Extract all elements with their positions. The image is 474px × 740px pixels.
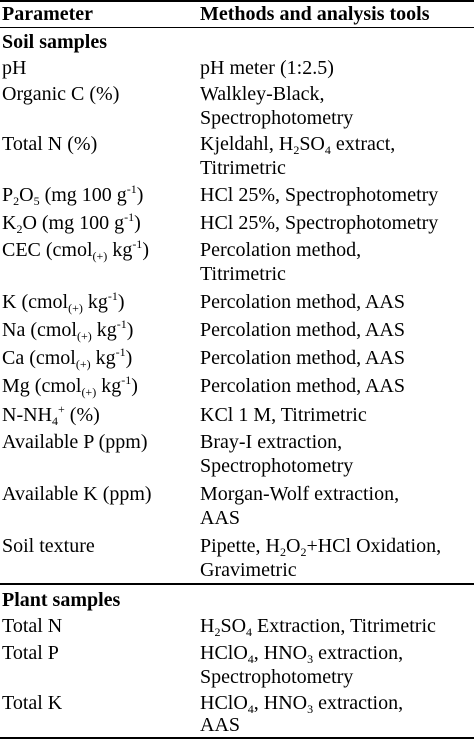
method-cec-line1: Percolation method,	[200, 239, 362, 261]
param-plant-total-k: Total K	[2, 692, 63, 714]
param-k2o: K2O (mg 100 g-1)	[2, 210, 141, 236]
method-plant-total-p-line1: HClO4, HNO3 extraction,	[200, 642, 404, 666]
header-rule	[0, 27, 474, 28]
param-n-nh4: N-NH4+ (%)	[2, 402, 100, 428]
header-parameter: Parameter	[2, 3, 94, 25]
method-p2o5: HCl 25%, Spectrophotometry	[200, 184, 439, 206]
param-ca: Ca (cmol(+) kg-1)	[2, 345, 133, 371]
method-soil-texture-line2: Gravimetric	[200, 559, 297, 581]
method-organic-c-line2: Spectrophotometry	[200, 107, 354, 129]
param-p2o5: P2O5 (mg 100 g-1)	[2, 182, 144, 208]
method-available-k-line2: AAS	[200, 507, 241, 529]
method-plant-total-n: H2SO4 Extraction, Titrimetric	[200, 615, 436, 639]
method-plant-total-k-line2: AAS	[200, 714, 241, 736]
param-plant-total-n: Total N	[2, 615, 63, 637]
method-total-n-line2: Titrimetric	[200, 157, 286, 179]
method-organic-c-line1: Walkley-Black,	[200, 83, 325, 105]
param-mg: Mg (cmol(+) kg-1)	[2, 373, 138, 399]
param-cec: CEC (cmol(+) kg-1)	[2, 237, 149, 263]
section-plant-samples: Plant samples	[2, 589, 121, 611]
method-k2o: HCl 25%, Spectrophotometry	[200, 212, 439, 234]
param-available-p: Available P (ppm)	[2, 431, 148, 453]
param-ph: pH	[2, 57, 27, 79]
top-rule	[0, 0, 474, 2]
method-plant-total-p-line2: Spectrophotometry	[200, 666, 354, 688]
method-available-k-line1: Morgan-Wolf extraction,	[200, 483, 400, 505]
method-k: Percolation method, AAS	[200, 291, 405, 313]
param-soil-texture: Soil texture	[2, 535, 95, 557]
param-k: K (cmol(+) kg-1)	[2, 289, 125, 315]
param-total-n: Total N (%)	[2, 133, 98, 155]
method-ph: pH meter (1:2.5)	[200, 57, 334, 79]
method-ca: Percolation method, AAS	[200, 347, 405, 369]
section-divider-rule	[0, 583, 474, 585]
param-plant-total-p: Total P	[2, 642, 59, 664]
method-soil-texture-line1: Pipette, H2O2+HCl Oxidation,	[200, 535, 442, 559]
method-na: Percolation method, AAS	[200, 319, 405, 341]
method-available-p-line2: Spectrophotometry	[200, 455, 354, 477]
method-plant-total-k-line1: HClO4, HNO3 extraction,	[200, 692, 404, 716]
header-methods: Methods and analysis tools	[200, 3, 430, 25]
method-mg: Percolation method, AAS	[200, 375, 405, 397]
method-cec-line2: Titrimetric	[200, 263, 286, 285]
method-available-p-line1: Bray-I extraction,	[200, 431, 343, 453]
section-soil-samples: Soil samples	[2, 31, 108, 53]
param-organic-c: Organic C (%)	[2, 83, 120, 105]
method-n-nh4: KCl 1 M, Titrimetric	[200, 404, 367, 426]
param-na: Na (cmol(+) kg-1)	[2, 317, 134, 343]
method-total-n-line1: Kjeldahl, H2SO4 extract,	[200, 133, 396, 157]
bottom-rule	[0, 737, 474, 739]
param-available-k: Available K (ppm)	[2, 483, 152, 505]
